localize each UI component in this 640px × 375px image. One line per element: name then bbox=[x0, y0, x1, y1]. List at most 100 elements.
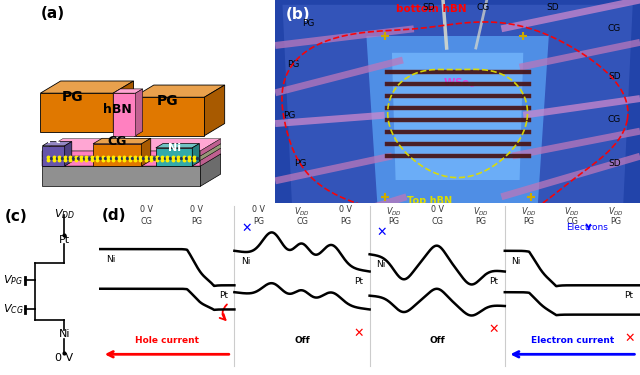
Text: Top hBN: Top hBN bbox=[406, 196, 452, 206]
Text: CG: CG bbox=[608, 24, 621, 33]
Text: PG: PG bbox=[191, 217, 202, 226]
Polygon shape bbox=[40, 81, 134, 93]
Polygon shape bbox=[366, 36, 548, 204]
Text: PG: PG bbox=[388, 217, 399, 226]
Polygon shape bbox=[200, 148, 221, 166]
Bar bbox=[385, 130, 531, 134]
Polygon shape bbox=[93, 144, 141, 166]
Text: Ni: Ni bbox=[106, 255, 115, 264]
Bar bbox=[385, 154, 531, 158]
Bar bbox=[385, 106, 531, 110]
Text: Ni: Ni bbox=[241, 256, 250, 265]
Text: CG: CG bbox=[608, 207, 621, 216]
Polygon shape bbox=[200, 144, 221, 160]
Text: Ni: Ni bbox=[168, 143, 180, 153]
Polygon shape bbox=[392, 53, 524, 180]
Text: (c): (c) bbox=[5, 209, 28, 224]
Text: CG: CG bbox=[141, 217, 152, 226]
Text: (a): (a) bbox=[40, 6, 65, 21]
Text: SD: SD bbox=[546, 3, 559, 12]
Polygon shape bbox=[42, 139, 221, 151]
Text: $V_{DD}$: $V_{DD}$ bbox=[564, 205, 580, 218]
Text: CG: CG bbox=[566, 217, 579, 226]
Text: PG: PG bbox=[253, 217, 264, 226]
Text: PG: PG bbox=[284, 111, 296, 120]
Bar bbox=[385, 142, 531, 146]
Text: (d): (d) bbox=[102, 208, 127, 223]
Text: (b): (b) bbox=[286, 7, 311, 22]
Polygon shape bbox=[136, 89, 143, 136]
Text: Electrons: Electrons bbox=[566, 223, 607, 232]
Text: PG: PG bbox=[62, 90, 84, 104]
Text: PG: PG bbox=[294, 159, 307, 168]
Text: CG: CG bbox=[477, 3, 490, 12]
Polygon shape bbox=[65, 141, 72, 166]
Text: Pt: Pt bbox=[47, 135, 60, 145]
Text: SD: SD bbox=[360, 224, 372, 232]
Text: bottom hBN: bottom hBN bbox=[396, 4, 466, 14]
Text: 0 V: 0 V bbox=[339, 205, 352, 214]
Polygon shape bbox=[156, 144, 200, 148]
Text: 0 V: 0 V bbox=[190, 205, 203, 214]
Text: SD: SD bbox=[422, 3, 435, 12]
Text: Pt: Pt bbox=[219, 291, 228, 300]
Bar bbox=[385, 118, 531, 122]
Text: Pt: Pt bbox=[354, 278, 363, 286]
Polygon shape bbox=[42, 144, 221, 156]
Text: 0 V: 0 V bbox=[56, 353, 74, 363]
Text: Hole current: Hole current bbox=[135, 336, 199, 345]
Text: hBN: hBN bbox=[103, 103, 132, 116]
Polygon shape bbox=[141, 138, 151, 166]
Text: $V_{CG}$: $V_{CG}$ bbox=[3, 303, 24, 316]
Text: 10 μm: 10 μm bbox=[290, 222, 329, 232]
Text: ✕: ✕ bbox=[353, 327, 364, 340]
Bar bbox=[385, 106, 531, 110]
Text: ✕: ✕ bbox=[624, 332, 634, 345]
Bar bbox=[385, 154, 531, 158]
Text: PG: PG bbox=[524, 217, 534, 226]
Text: 0 V: 0 V bbox=[140, 205, 153, 214]
Text: $V_{DD}$: $V_{DD}$ bbox=[472, 205, 488, 218]
Polygon shape bbox=[42, 141, 72, 146]
Text: ✕: ✕ bbox=[241, 222, 252, 235]
Polygon shape bbox=[42, 156, 200, 160]
Bar bbox=[385, 70, 531, 74]
Text: $V_{DD}$: $V_{DD}$ bbox=[521, 205, 537, 218]
Text: Ni: Ni bbox=[376, 260, 386, 269]
Text: Off: Off bbox=[429, 336, 445, 345]
Text: PG: PG bbox=[287, 60, 300, 69]
Text: PG: PG bbox=[157, 94, 179, 108]
Polygon shape bbox=[42, 154, 221, 166]
Text: Pt: Pt bbox=[59, 235, 70, 244]
Bar bbox=[385, 142, 531, 146]
Polygon shape bbox=[40, 93, 113, 132]
Polygon shape bbox=[192, 144, 200, 166]
Text: Ni: Ni bbox=[511, 256, 521, 265]
Text: CG: CG bbox=[431, 217, 443, 226]
Polygon shape bbox=[113, 93, 136, 136]
Bar bbox=[385, 82, 531, 86]
Bar bbox=[385, 130, 531, 134]
Text: CG: CG bbox=[608, 116, 621, 124]
Text: WSe$_2$: WSe$_2$ bbox=[443, 76, 475, 90]
Text: 0 V: 0 V bbox=[431, 205, 444, 214]
Polygon shape bbox=[200, 154, 221, 186]
Text: Ni: Ni bbox=[59, 330, 70, 339]
Text: $V_{DD}$: $V_{DD}$ bbox=[608, 205, 623, 218]
Text: SD: SD bbox=[608, 72, 621, 81]
Bar bbox=[385, 94, 531, 98]
Polygon shape bbox=[42, 166, 200, 186]
Text: $V_{PG}$: $V_{PG}$ bbox=[3, 273, 23, 287]
Polygon shape bbox=[204, 85, 225, 136]
Text: $V_{DD}$: $V_{DD}$ bbox=[294, 205, 310, 218]
Bar bbox=[385, 70, 531, 74]
Bar bbox=[385, 94, 531, 98]
Bar bbox=[385, 82, 531, 86]
Polygon shape bbox=[156, 148, 192, 166]
Polygon shape bbox=[200, 139, 221, 156]
Polygon shape bbox=[42, 160, 200, 166]
Polygon shape bbox=[93, 138, 151, 144]
Text: PG: PG bbox=[302, 20, 314, 28]
Polygon shape bbox=[134, 85, 225, 97]
Text: CG: CG bbox=[296, 217, 308, 226]
